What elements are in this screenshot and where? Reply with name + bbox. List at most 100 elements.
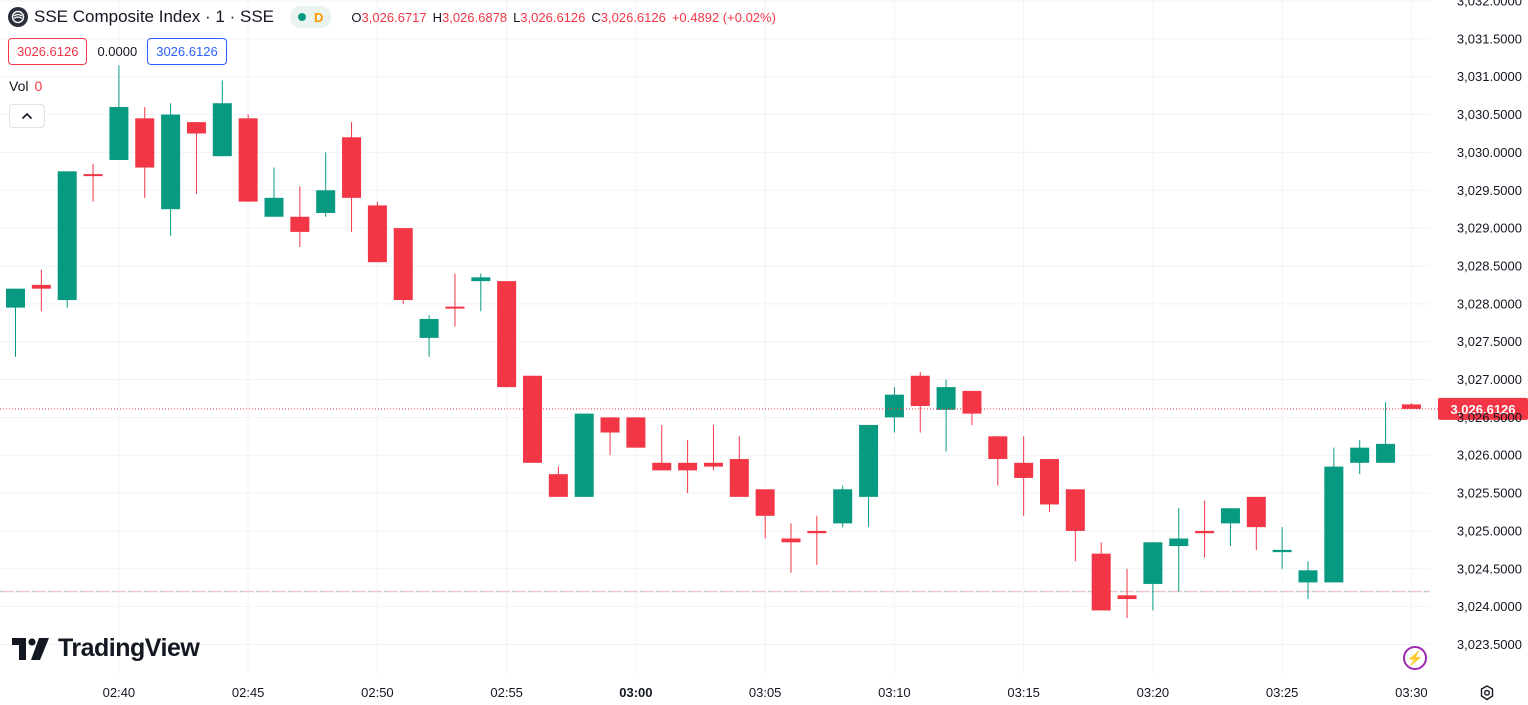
candle-body xyxy=(1246,496,1266,528)
collapse-legend-button[interactable] xyxy=(9,104,45,128)
open-value: 3,026.6717 xyxy=(361,9,427,25)
candle-body xyxy=(316,190,336,213)
price-tick-label: 3,032.0000 xyxy=(1457,0,1522,9)
candle-body xyxy=(859,424,879,497)
candle-body xyxy=(988,436,1008,460)
candle-body xyxy=(1376,443,1396,463)
high-key: H xyxy=(432,9,442,25)
close-key: C xyxy=(591,9,601,25)
market-status[interactable]: D xyxy=(290,6,332,28)
candle-body xyxy=(626,417,646,448)
candle-body xyxy=(548,474,568,497)
market-open-dot-icon xyxy=(298,13,306,21)
candle-body xyxy=(1169,538,1189,547)
candle-body xyxy=(807,530,827,534)
price-tick-label: 3,027.0000 xyxy=(1457,372,1522,387)
candle-body xyxy=(833,489,853,524)
time-tick-label: 03:25 xyxy=(1266,685,1299,700)
volume-value: 0 xyxy=(34,78,43,94)
candle-body xyxy=(238,118,258,202)
price-tick-label: 3,027.5000 xyxy=(1457,334,1522,349)
candle-body xyxy=(962,390,982,414)
candle-body xyxy=(1324,466,1344,583)
last-price-badge xyxy=(1438,397,1528,420)
price-tick-label: 3,029.0000 xyxy=(1457,221,1522,236)
tradingview-logo[interactable]: TradingView xyxy=(12,634,200,663)
candle-body xyxy=(1091,553,1111,611)
time-tick-label: 03:15 xyxy=(1007,685,1040,700)
low-value: 3,026.6126 xyxy=(520,9,586,25)
time-tick-label: 03:30 xyxy=(1395,685,1428,700)
symbol-title[interactable]: SSE Composite Index · 1 · SSE xyxy=(34,7,274,26)
spread-value: 0.0000 xyxy=(97,44,138,59)
candle-body xyxy=(574,413,594,497)
candle-body xyxy=(419,318,439,338)
price-tick-label: 3,028.0000 xyxy=(1457,296,1522,311)
candle-body xyxy=(445,306,465,309)
time-tick-label: 03:20 xyxy=(1137,685,1170,700)
time-tick-label: 03:00 xyxy=(619,685,652,700)
chevron-up-icon xyxy=(21,112,33,120)
price-tick-label: 3,025.5000 xyxy=(1457,486,1522,501)
time-tick-label: 02:40 xyxy=(103,685,136,700)
change-value: +0.4892 (+0.02%) xyxy=(671,9,776,25)
price-tick-label: 3,031.0000 xyxy=(1457,69,1522,84)
buy-button[interactable]: 3026.6126 xyxy=(147,38,227,65)
candle-body xyxy=(936,387,956,410)
volume-legend: Vol 0 xyxy=(9,78,42,94)
price-tick-label: 3,029.5000 xyxy=(1457,183,1522,198)
candle-body xyxy=(264,197,284,217)
candle-body xyxy=(1272,549,1292,553)
last-price-label: 3,026.6126 xyxy=(1450,402,1515,417)
price-tick-label: 3,024.0000 xyxy=(1457,599,1522,614)
candle-body xyxy=(523,375,542,463)
candle-body xyxy=(186,122,206,134)
candles xyxy=(6,65,1421,619)
candle-body xyxy=(781,538,801,543)
price-tick-label: 3,030.5000 xyxy=(1457,107,1522,122)
candle-body xyxy=(755,489,775,516)
candle-body xyxy=(471,277,491,282)
candle-body xyxy=(393,228,413,301)
candle-body xyxy=(109,106,129,160)
price-tick-label: 3,030.0000 xyxy=(1457,145,1522,160)
candle-body xyxy=(652,462,672,471)
chart-grid xyxy=(0,0,1430,673)
candle-body xyxy=(884,394,904,418)
candle-body xyxy=(1117,595,1137,600)
tradingview-mark-icon xyxy=(12,637,49,660)
candle-body xyxy=(135,118,155,168)
trade-buttons: 3026.6126 0.0000 3026.6126 xyxy=(8,38,227,65)
lightning-icon[interactable]: ⚡ xyxy=(1403,646,1427,670)
candle-body xyxy=(83,174,103,177)
candle-body xyxy=(57,171,77,301)
low-key: L xyxy=(513,9,521,25)
candle-body xyxy=(1065,489,1085,531)
candle-body xyxy=(910,375,930,407)
price-tick-label: 3,026.5000 xyxy=(1457,410,1522,425)
close-value: 3,026.6126 xyxy=(600,9,666,25)
candle-body xyxy=(1014,462,1034,478)
candle-body xyxy=(703,462,723,467)
price-tick-label: 3,031.5000 xyxy=(1457,31,1522,46)
price-axis[interactable]: 3,032.0000 3,031.5000 3,031.0000 3,030.5000… xyxy=(1457,0,1522,652)
candle-body xyxy=(161,114,181,210)
tradingview-logo-text: TradingView xyxy=(58,634,200,662)
candle-body xyxy=(678,462,698,471)
candle-body xyxy=(367,205,387,263)
time-tick-label: 02:45 xyxy=(232,685,265,700)
candle-body xyxy=(31,284,51,289)
sell-button[interactable]: 3026.6126 xyxy=(8,38,88,65)
exchange-logo-icon[interactable] xyxy=(8,7,28,27)
price-tick-label: 3,028.5000 xyxy=(1457,258,1522,273)
candle-body xyxy=(1401,404,1421,409)
price-tick-label: 3,023.5000 xyxy=(1457,637,1522,652)
time-axis[interactable]: 02:40 02:45 02:50 02:55 03:00 03:05 03:10 03:15… xyxy=(103,685,1428,700)
candle-body xyxy=(290,216,310,232)
volume-label: Vol xyxy=(9,78,29,94)
last-price-line: 3,026.6126 xyxy=(0,397,1528,420)
candle-body xyxy=(6,288,25,308)
candle-body xyxy=(1143,542,1163,584)
gear-icon[interactable] xyxy=(1476,682,1498,704)
